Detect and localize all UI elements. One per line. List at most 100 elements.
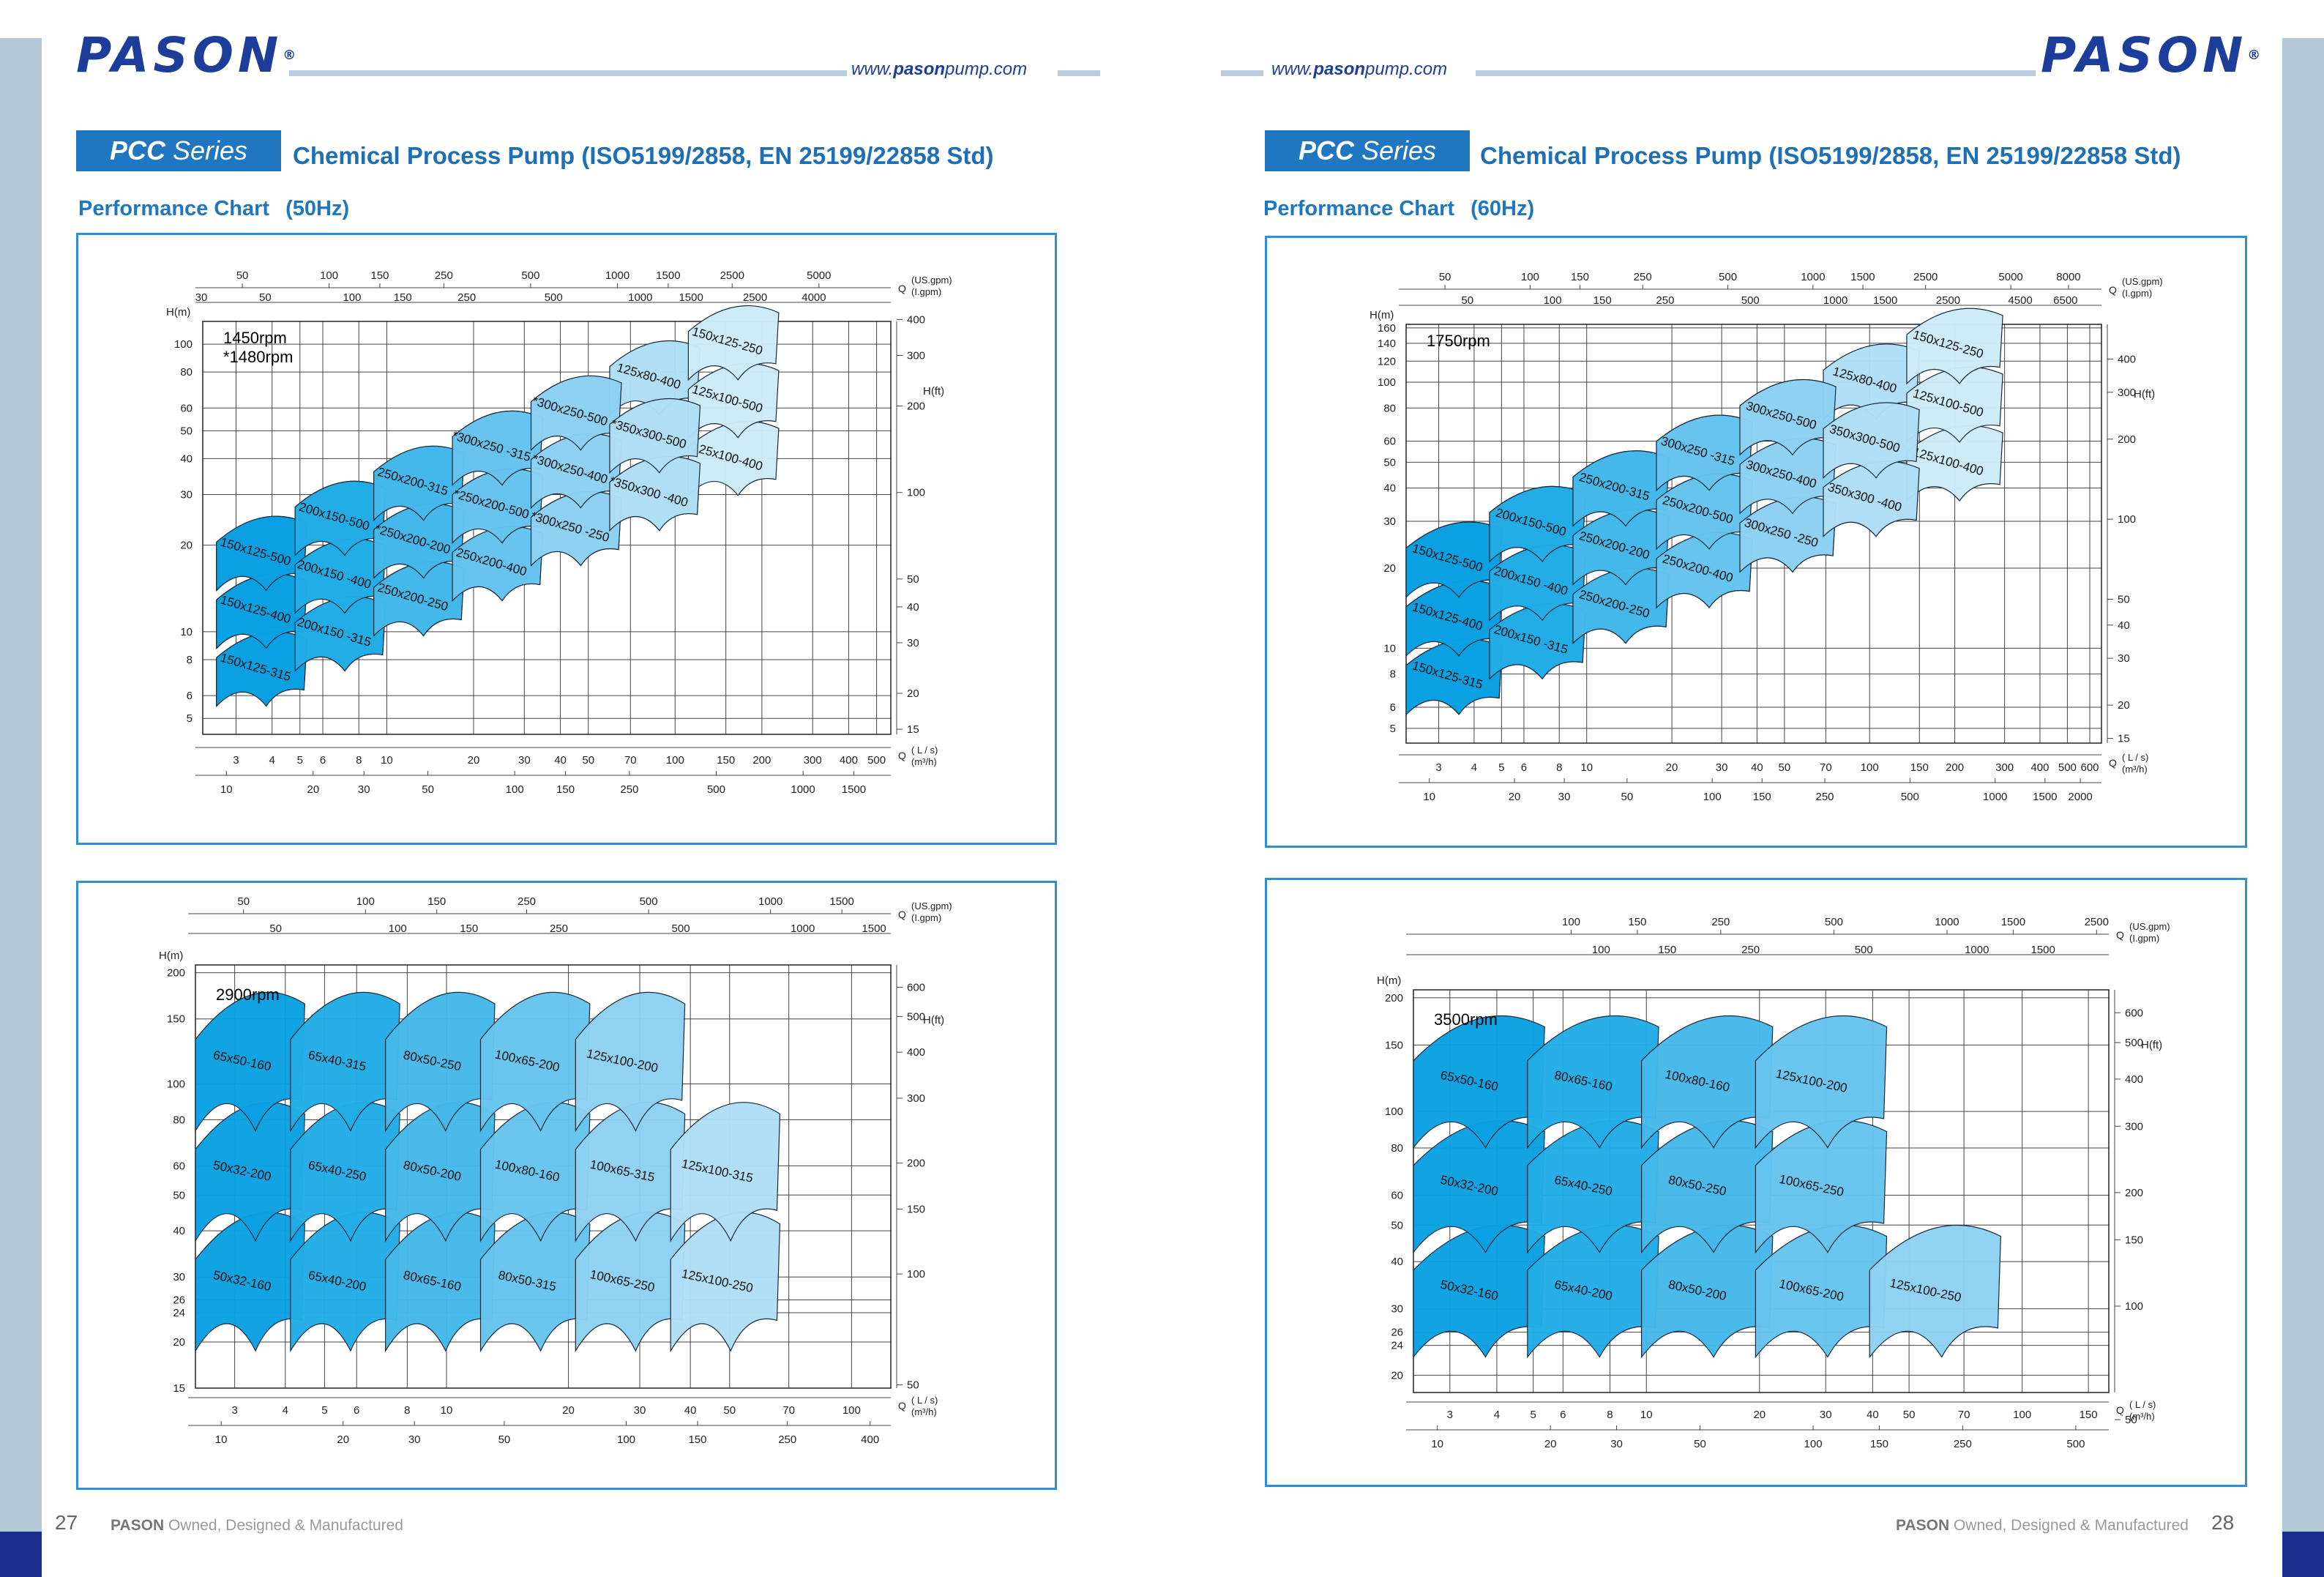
ls-tick-label: 40 (1867, 1409, 1879, 1421)
y-ft-tick-label: 150 (907, 1203, 925, 1215)
q-label-top: Q (2116, 929, 2124, 941)
m3h-tick-label: 100 (617, 1434, 635, 1446)
ls-tick-label: 8 (1607, 1409, 1613, 1421)
y-tick-label: 10 (1383, 642, 1396, 655)
usgpm-tick-label: 250 (435, 269, 453, 282)
ls-tick-label: 70 (1820, 761, 1832, 774)
y-ft-tick-label: 200 (2118, 433, 2136, 446)
y-tick-label: 120 (1378, 355, 1396, 368)
speed-label: 1450rpm (223, 329, 287, 347)
y-ft-tick-label: 400 (2118, 353, 2136, 365)
igpm-tick-label: 150 (460, 922, 478, 935)
y-tick-label: 40 (1391, 1256, 1403, 1268)
y-ft-tick-label: 40 (907, 601, 919, 614)
series-badge: PCC Series (1265, 130, 1470, 171)
ls-unit: ( L / s) (2129, 1399, 2156, 1410)
pump-region (290, 991, 400, 1133)
left-edge-strip (0, 38, 42, 1577)
m3h-tick-label: 30 (408, 1434, 421, 1446)
m3h-tick-label: 20 (307, 783, 320, 796)
y-tick-label: 40 (173, 1225, 185, 1237)
usgpm-tick-label: 5000 (1998, 271, 2022, 283)
q-label-top: Q (898, 283, 906, 294)
ls-unit: ( L / s) (2122, 752, 2148, 763)
website-url[interactable]: www.pasonpump.com (847, 59, 1032, 81)
m3h-tick-label: 10 (1431, 1438, 1443, 1450)
y-ft-tick-label: 100 (907, 487, 925, 499)
pump-region (1527, 1015, 1659, 1149)
page-number: 27 (55, 1511, 78, 1534)
y-tick-label: 6 (187, 690, 193, 702)
y-ft-tick-label: 200 (907, 400, 925, 413)
y-ft-tick-label: 50 (907, 573, 919, 586)
q-label-top: Q (2109, 284, 2117, 296)
y-ft-tick-label: 50 (2125, 1414, 2137, 1426)
igpm-tick-label: 250 (1741, 944, 1760, 956)
igpm-tick-label: 1000 (628, 291, 652, 304)
ls-tick-label: 50 (723, 1404, 736, 1417)
ls-tick-label: 6 (1560, 1409, 1566, 1421)
usgpm-tick-label: 2500 (2085, 916, 2109, 928)
y-ft-tick-label: 500 (907, 1010, 925, 1023)
y-tick-label: 100 (167, 1078, 185, 1090)
m3h-tick-label: 1000 (1983, 791, 2007, 803)
y-ft-tick-label: 20 (907, 687, 919, 700)
ls-tick-label: 3 (231, 1404, 237, 1417)
y-ft-tick-label: 400 (2125, 1073, 2143, 1086)
ls-tick-label: 400 (2030, 761, 2049, 774)
m3h-tick-label: 30 (1610, 1438, 1623, 1450)
chart-title-60hz: Performance Chart (60Hz) (1263, 197, 1535, 220)
usgpm-tick-label: 250 (1711, 916, 1730, 928)
ls-tick-label: 6 (354, 1404, 359, 1417)
y-tick-label: 80 (1391, 1142, 1403, 1155)
pason-logo: PASON® (76, 27, 296, 83)
q-label-bottom: Q (898, 1400, 906, 1412)
pump-region (1906, 307, 2003, 385)
y-tick-label: 8 (1390, 668, 1396, 681)
y-tick-label: 26 (1391, 1327, 1403, 1339)
q-label-top: Q (898, 909, 906, 920)
ls-tick-label: 6 (1521, 761, 1527, 774)
ls-tick-label: 6 (320, 754, 326, 767)
ls-tick-label: 500 (2058, 761, 2077, 774)
pump-region (195, 991, 305, 1133)
usgpm-tick-label: 250 (1634, 271, 1652, 283)
pump-region (385, 991, 496, 1133)
pump-region (1572, 450, 1670, 527)
usgpm-tick-label: 500 (640, 895, 658, 908)
usgpm-tick-label: 1500 (2001, 916, 2025, 928)
usgpm-tick-label: 100 (1521, 271, 1539, 283)
website-url[interactable]: www.pasonpump.com (1267, 59, 1452, 81)
ls-unit: ( L / s) (911, 745, 938, 756)
y-tick-label: 24 (173, 1307, 185, 1319)
right-page: www.pasonpump.com PASON® PCC Series Chem… (1162, 0, 2282, 1577)
page-number: 28 (2211, 1511, 2235, 1534)
usgpm-unit: (US.gpm) (2129, 921, 2170, 932)
usgpm-tick-label: 500 (1719, 271, 1737, 283)
igpm-tick-label: 150 (394, 291, 412, 304)
ls-tick-label: 200 (1946, 761, 1964, 774)
y-tick-label: 50 (180, 425, 193, 437)
y-tick-label: 60 (1383, 436, 1396, 448)
y-tick-label: 20 (1383, 562, 1396, 575)
ls-tick-label: 100 (842, 1404, 861, 1417)
usgpm-tick-label: 100 (356, 895, 375, 908)
igpm-tick-label: 250 (457, 291, 476, 304)
m3h-tick-label: 50 (422, 783, 434, 796)
ls-tick-label: 150 (2080, 1409, 2098, 1421)
y-ft-axis-label: H(ft) (2141, 1039, 2162, 1051)
pump-region (1755, 1015, 1888, 1149)
footer-tagline: PASON Owned, Designed & Manufactured (1896, 1517, 2189, 1534)
y-ft-axis-label: H(ft) (923, 1014, 944, 1026)
ls-tick-label: 70 (782, 1404, 795, 1417)
y-tick-label: 15 (173, 1382, 185, 1395)
usgpm-tick-label: 500 (1825, 916, 1843, 928)
y-ft-axis-label: H(ft) (923, 385, 944, 398)
y-ft-tick-label: 200 (907, 1157, 925, 1170)
ls-tick-label: 5 (1498, 761, 1504, 774)
usgpm-tick-label: 150 (1571, 271, 1589, 283)
ls-tick-label: 400 (840, 754, 858, 767)
m3h-tick-label: 150 (688, 1434, 706, 1446)
ls-tick-label: 4 (283, 1404, 288, 1417)
y-tick-label: 5 (187, 712, 193, 725)
